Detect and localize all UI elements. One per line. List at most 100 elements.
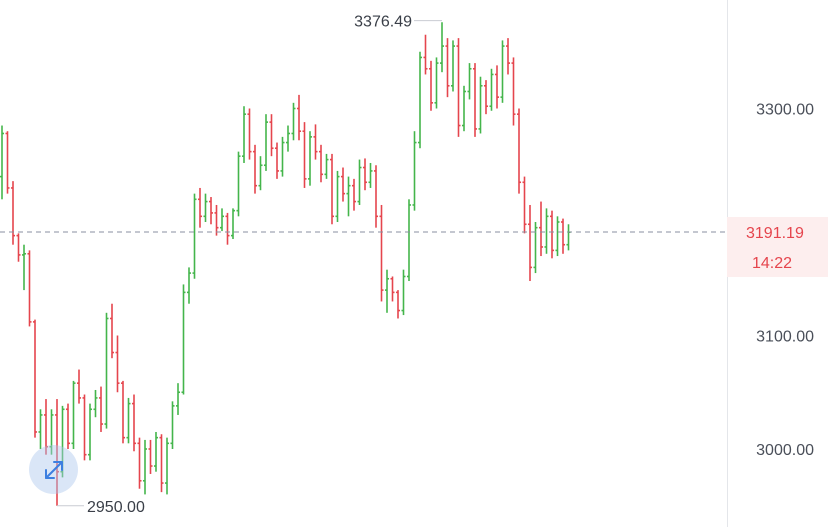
candle [203, 193, 208, 222]
candle [517, 108, 521, 194]
candle [423, 34, 428, 75]
candle [115, 335, 120, 393]
candle [385, 269, 389, 313]
candle [38, 409, 43, 449]
candle [231, 208, 235, 240]
candle [143, 439, 147, 495]
candle [302, 122, 307, 188]
candle [368, 162, 373, 188]
current-price-box [727, 216, 828, 277]
candle [297, 94, 301, 141]
candle [313, 124, 318, 160]
candle [533, 222, 538, 274]
candle [236, 151, 241, 217]
candle [165, 437, 169, 495]
candle [566, 224, 571, 251]
candle [456, 38, 461, 137]
candle [478, 76, 483, 134]
candle [451, 40, 455, 92]
candle [137, 437, 142, 489]
candle [280, 136, 285, 177]
candle [286, 125, 290, 152]
candle [418, 51, 422, 149]
candle [539, 201, 543, 257]
candle [346, 176, 351, 217]
candle [11, 181, 15, 245]
candle [412, 131, 417, 211]
candle [225, 212, 230, 245]
candle [176, 383, 180, 415]
candle [445, 38, 450, 98]
candle [473, 63, 477, 137]
candle [148, 439, 153, 474]
candle [214, 204, 219, 236]
candle [170, 401, 175, 449]
candle [121, 380, 125, 444]
candle [264, 114, 268, 171]
candle [429, 60, 433, 111]
candle [247, 108, 252, 160]
expand-arrows-icon [44, 460, 63, 479]
candle [379, 204, 384, 302]
candle [275, 142, 279, 179]
candle [0, 125, 4, 200]
candle [159, 434, 164, 493]
candle [390, 276, 395, 302]
candle [209, 197, 213, 225]
candle [511, 57, 516, 126]
candle [187, 267, 191, 304]
candle [319, 144, 323, 183]
candle [308, 131, 312, 186]
countdown-label: 14:22 [752, 255, 792, 272]
candle [495, 65, 499, 109]
candle [253, 144, 257, 194]
candle [126, 397, 131, 444]
candle [27, 250, 32, 327]
candle [550, 210, 554, 259]
candle [5, 131, 10, 194]
candle [44, 399, 48, 455]
candle [528, 204, 532, 282]
candle [33, 319, 37, 438]
candle [66, 403, 70, 449]
candle [198, 187, 202, 228]
candle [269, 114, 274, 157]
candle [561, 218, 565, 254]
candle [154, 431, 158, 472]
candle [181, 284, 186, 395]
candle [192, 193, 197, 279]
candle [22, 244, 26, 291]
candle [352, 178, 356, 211]
candle [258, 156, 263, 191]
candle [49, 409, 54, 455]
current-price-label: 3191.19 [746, 225, 804, 242]
candle [544, 208, 549, 254]
candle [357, 159, 362, 205]
candle [93, 389, 98, 418]
candle [341, 167, 345, 202]
candle [407, 199, 411, 282]
candle [16, 233, 21, 262]
candle [242, 106, 246, 163]
candle [104, 312, 109, 429]
candle [99, 386, 103, 432]
low-marker-label: 2950.00 [87, 499, 145, 516]
expand-button[interactable] [29, 445, 78, 494]
candle [522, 176, 527, 234]
candle [291, 102, 296, 141]
candle [88, 403, 92, 461]
candle [335, 170, 340, 222]
candle [484, 80, 488, 115]
candle [82, 394, 87, 461]
candle [132, 394, 136, 452]
candle [71, 380, 76, 449]
candle [462, 85, 466, 132]
y-tick-label: 3000.00 [756, 442, 814, 459]
candle [374, 165, 378, 228]
candles-group [0, 22, 571, 506]
high-marker-label: 3376.49 [354, 14, 412, 31]
candle [489, 68, 494, 111]
y-tick-label: 3100.00 [756, 329, 814, 346]
